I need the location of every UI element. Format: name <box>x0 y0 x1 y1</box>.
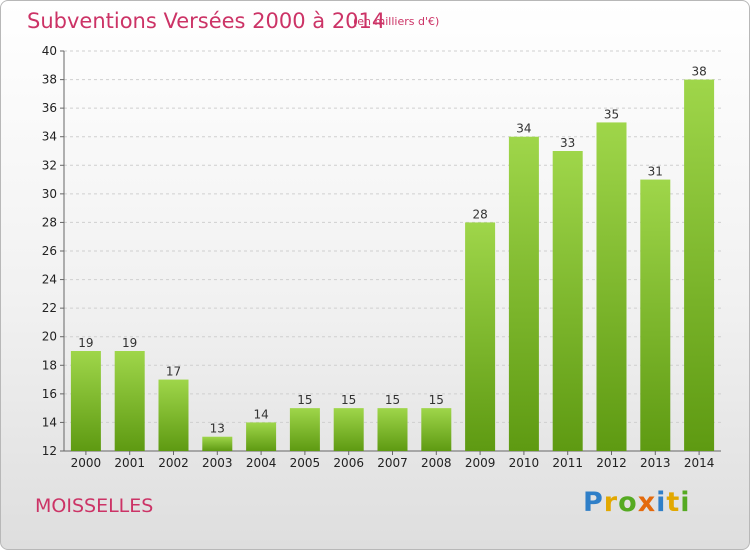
bar-value-label: 31 <box>648 165 663 179</box>
x-tick-label: 2006 <box>333 456 364 470</box>
x-tick-label: 2002 <box>158 456 189 470</box>
bar-value-label: 17 <box>166 365 181 379</box>
bar-2002 <box>158 379 189 451</box>
bar-2003 <box>202 436 233 451</box>
bar-2010 <box>508 136 539 451</box>
bar-2000 <box>70 351 101 451</box>
x-tick-label: 2013 <box>640 456 671 470</box>
bar-value-label: 19 <box>78 336 93 350</box>
bar-2006 <box>333 408 364 451</box>
proxiti-logo[interactable]: Proxiti <box>583 487 691 518</box>
y-tick-label: 24 <box>42 273 57 287</box>
x-tick-label: 2001 <box>114 456 145 470</box>
x-tick-label: 2008 <box>421 456 452 470</box>
bar-2004 <box>246 422 277 451</box>
bar-value-label: 14 <box>253 407 268 421</box>
x-tick-label: 2011 <box>552 456 583 470</box>
bar-value-label: 15 <box>429 393 444 407</box>
x-tick-label: 2010 <box>509 456 540 470</box>
bar-2014 <box>684 79 715 452</box>
bar-2012 <box>596 122 627 451</box>
y-tick-label: 16 <box>42 387 57 401</box>
bar-value-label: 13 <box>210 422 225 436</box>
x-tick-label: 2007 <box>377 456 408 470</box>
chart-title: Subventions Versées 2000 à 2014 <box>27 9 386 33</box>
bar-value-label: 38 <box>691 65 706 79</box>
x-tick-label: 2012 <box>596 456 627 470</box>
x-tick-label: 2004 <box>246 456 277 470</box>
x-tick-label: 2009 <box>465 456 496 470</box>
bar-2011 <box>552 151 583 451</box>
x-tick-label: 2005 <box>290 456 321 470</box>
y-tick-label: 22 <box>42 301 57 315</box>
bar-2008 <box>421 408 452 451</box>
y-tick-label: 32 <box>42 158 57 172</box>
y-tick-label: 14 <box>42 415 57 429</box>
bar-2007 <box>377 408 408 451</box>
y-tick-label: 18 <box>42 358 57 372</box>
bar-2005 <box>289 408 320 451</box>
y-tick-label: 34 <box>42 130 57 144</box>
chart-subtitle: (en milliers d'€) <box>353 15 440 28</box>
place-name: MOISSELLES <box>35 495 154 517</box>
bar-2001 <box>114 351 145 451</box>
bar-value-label: 35 <box>604 107 619 121</box>
y-tick-label: 30 <box>42 187 57 201</box>
y-tick-label: 40 <box>42 44 57 58</box>
bar-value-label: 33 <box>560 136 575 150</box>
bar-value-label: 19 <box>122 336 137 350</box>
x-tick-label: 2003 <box>202 456 233 470</box>
x-tick-label: 2014 <box>684 456 715 470</box>
y-tick-label: 20 <box>42 330 57 344</box>
bar-2009 <box>465 222 496 451</box>
x-tick-label: 2000 <box>71 456 102 470</box>
y-tick-label: 38 <box>42 73 57 87</box>
bar-2013 <box>640 179 671 452</box>
bar-value-label: 15 <box>297 393 312 407</box>
y-tick-label: 12 <box>42 444 57 458</box>
bar-value-label: 15 <box>341 393 356 407</box>
y-tick-label: 26 <box>42 244 57 258</box>
bar-value-label: 15 <box>385 393 400 407</box>
y-tick-label: 36 <box>42 101 57 115</box>
y-tick-label: 28 <box>42 215 57 229</box>
bar-value-label: 28 <box>472 207 487 221</box>
bar-value-label: 34 <box>516 122 531 136</box>
